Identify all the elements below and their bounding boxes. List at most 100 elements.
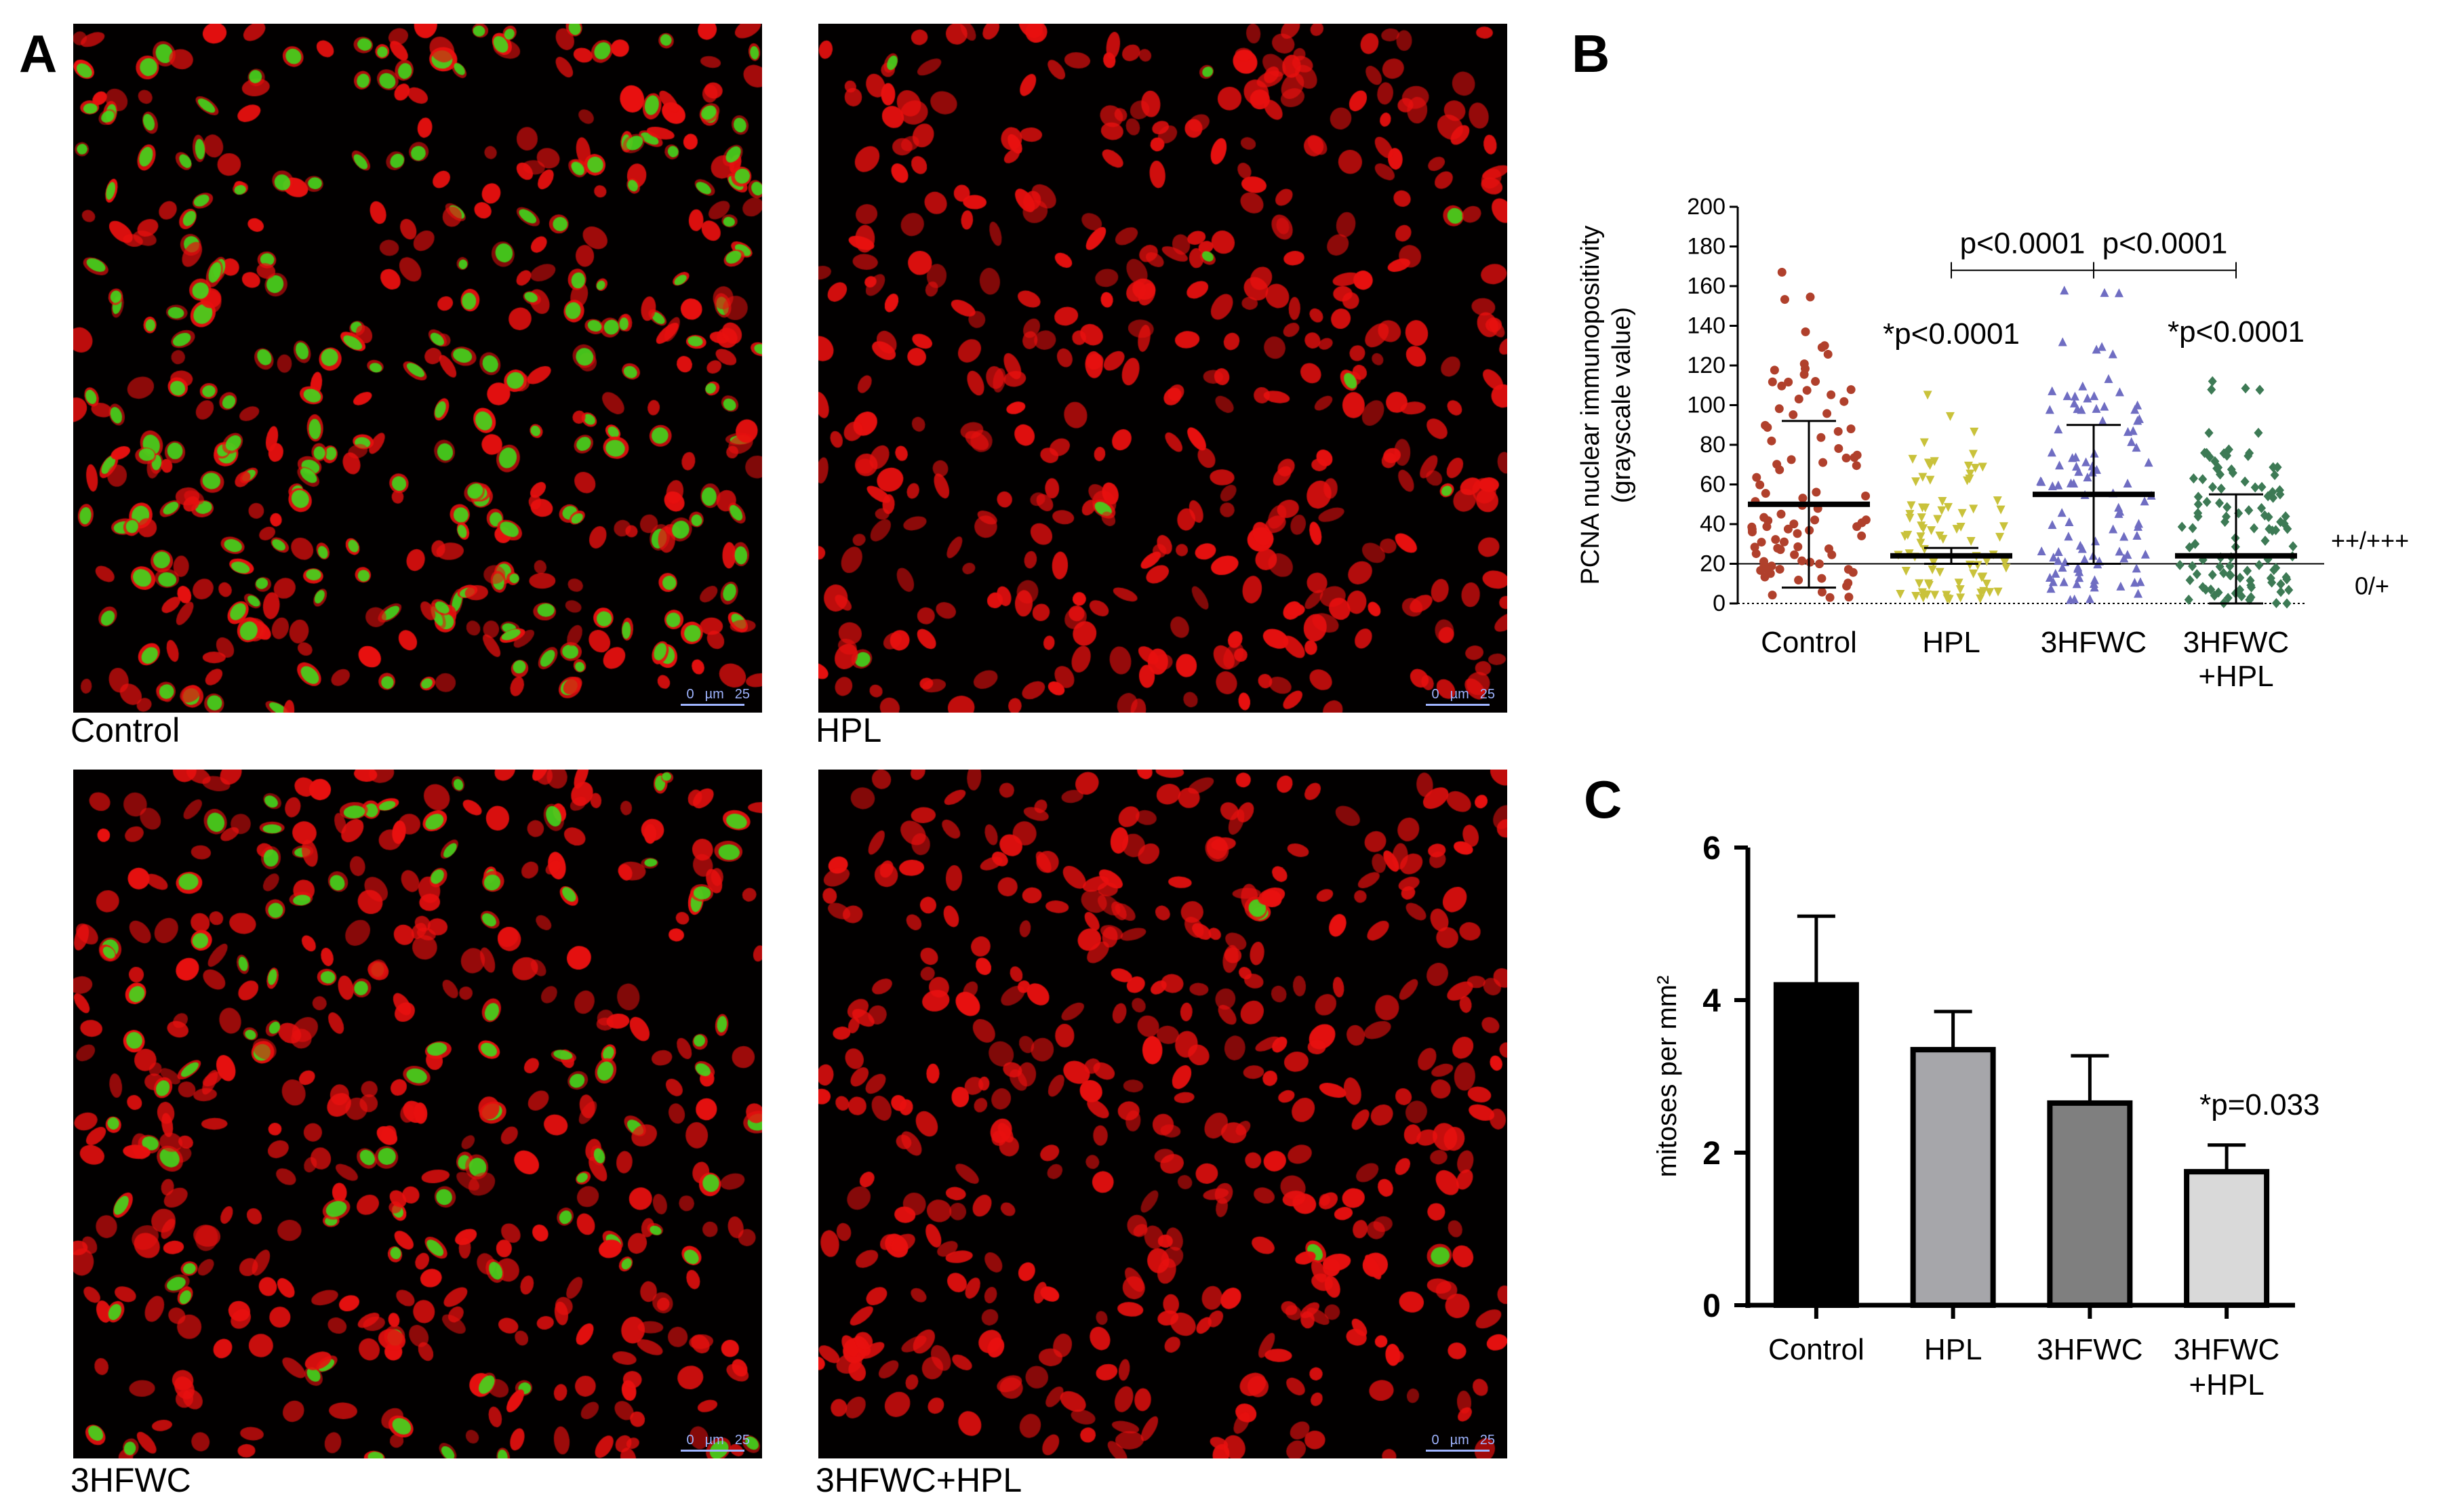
comparison-label: p<0.0001 bbox=[1960, 227, 2086, 260]
data-point bbox=[2064, 532, 2073, 541]
data-point bbox=[2055, 460, 2065, 470]
data-point bbox=[1810, 515, 1820, 525]
data-point bbox=[2047, 447, 2056, 457]
data-point bbox=[2075, 540, 2085, 550]
data-point bbox=[2060, 557, 2070, 567]
data-point bbox=[1775, 465, 1784, 475]
data-point bbox=[2204, 427, 2214, 438]
data-point bbox=[2116, 581, 2126, 591]
y-tick-label: 80 bbox=[1700, 432, 1726, 458]
data-point bbox=[1993, 587, 2003, 597]
data-point bbox=[1929, 558, 1938, 568]
y-tick-label: 60 bbox=[1700, 472, 1726, 498]
data-point bbox=[2065, 517, 2074, 526]
data-point bbox=[1752, 473, 1761, 482]
data-point bbox=[1952, 525, 1961, 534]
data-point bbox=[2134, 589, 2143, 598]
y-tick-label: 0 bbox=[1713, 591, 1726, 616]
data-point bbox=[1774, 404, 1784, 414]
micrograph-image bbox=[818, 24, 1507, 713]
data-point bbox=[1793, 529, 1802, 538]
data-point bbox=[2074, 466, 2083, 476]
data-point bbox=[1926, 460, 1935, 470]
data-point bbox=[2224, 444, 2233, 455]
data-point bbox=[1930, 591, 1940, 600]
scale-bar: 0 µm 25 bbox=[681, 687, 755, 706]
data-point bbox=[1903, 530, 1913, 540]
data-point bbox=[1942, 591, 1951, 600]
data-point bbox=[1839, 397, 1849, 406]
data-point bbox=[2059, 577, 2069, 586]
data-point bbox=[1937, 506, 1947, 515]
data-point bbox=[1919, 544, 1929, 554]
data-point bbox=[1861, 515, 1871, 525]
data-point bbox=[2263, 491, 2273, 502]
data-point bbox=[2090, 582, 2099, 592]
data-point bbox=[2235, 584, 2245, 595]
data-point bbox=[2220, 517, 2230, 528]
data-point bbox=[2271, 597, 2281, 608]
data-point bbox=[1911, 477, 1921, 487]
y-tick-label: 180 bbox=[1687, 234, 1726, 260]
data-point bbox=[1852, 522, 1862, 532]
data-point bbox=[2078, 381, 2088, 391]
data-point bbox=[1971, 464, 1980, 473]
data-point bbox=[2115, 546, 2124, 556]
data-point bbox=[2276, 578, 2286, 589]
data-point bbox=[2123, 550, 2132, 559]
x-tick-label: HPL bbox=[1924, 1333, 1982, 1366]
data-point bbox=[2222, 450, 2232, 461]
data-point bbox=[1799, 370, 1809, 379]
y-tick-label: 160 bbox=[1687, 273, 1726, 299]
data-point bbox=[1956, 593, 1966, 603]
data-point bbox=[1924, 581, 1934, 591]
data-point bbox=[2100, 401, 2109, 411]
data-point bbox=[2054, 424, 2063, 434]
data-point bbox=[2133, 416, 2142, 425]
data-point bbox=[1976, 594, 1985, 603]
y-tick-label: 40 bbox=[1700, 511, 1726, 537]
data-point bbox=[1827, 550, 1837, 559]
data-point bbox=[2123, 479, 2132, 488]
data-point bbox=[1797, 556, 1807, 565]
data-point bbox=[1901, 567, 1911, 576]
data-point bbox=[2109, 524, 2118, 534]
data-point bbox=[2260, 536, 2270, 546]
data-point bbox=[1968, 450, 1978, 459]
data-point bbox=[1747, 522, 1757, 532]
data-point bbox=[2060, 285, 2069, 295]
panel-letter-c: C bbox=[1584, 770, 1622, 829]
significance-annotation: *p<0.0001 bbox=[1883, 317, 2020, 351]
data-point bbox=[1846, 424, 1856, 433]
data-point bbox=[2114, 502, 2123, 512]
data-point bbox=[2049, 553, 2058, 562]
data-point bbox=[1827, 390, 1836, 399]
data-point bbox=[2255, 384, 2265, 395]
data-point bbox=[2222, 511, 2231, 522]
data-point bbox=[2062, 391, 2072, 401]
data-point bbox=[1751, 549, 1761, 559]
data-point bbox=[1919, 438, 1929, 447]
data-point bbox=[2090, 391, 2099, 401]
data-point bbox=[1969, 569, 1978, 578]
data-point bbox=[2100, 287, 2109, 297]
data-point bbox=[1759, 513, 1769, 522]
data-point bbox=[2089, 578, 2098, 588]
data-point bbox=[1938, 497, 1947, 506]
data-point bbox=[1943, 502, 1953, 512]
data-point bbox=[2210, 456, 2220, 466]
x-tick-label: HPL bbox=[1922, 626, 1980, 659]
data-point bbox=[2201, 584, 2210, 595]
data-point bbox=[1818, 458, 1828, 467]
data-point bbox=[1922, 590, 1932, 599]
caption-hpl: HPL bbox=[816, 711, 882, 749]
y-tick-label: 0 bbox=[1702, 1288, 1721, 1324]
panel-letter-b: B bbox=[1572, 24, 1610, 83]
data-point bbox=[2177, 521, 2187, 532]
data-point bbox=[2234, 508, 2243, 519]
data-point bbox=[1982, 579, 1991, 589]
data-point bbox=[2216, 469, 2225, 480]
micrograph-image bbox=[818, 770, 1507, 1458]
data-point bbox=[2115, 387, 2124, 397]
data-point bbox=[2077, 405, 2086, 414]
